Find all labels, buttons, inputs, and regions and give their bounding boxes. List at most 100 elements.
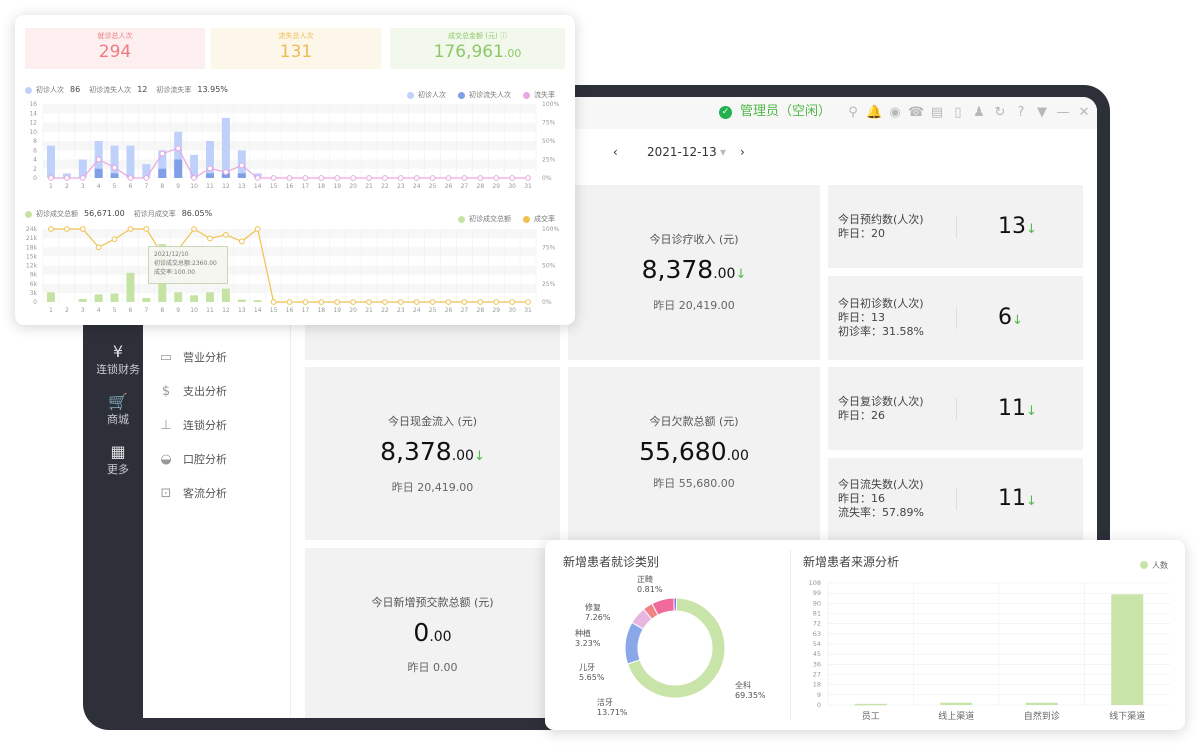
x-tick-label: 19 xyxy=(333,307,341,314)
close-icon[interactable]: ✕ xyxy=(1078,105,1090,120)
user-status[interactable]: ✓ 管理员（空闲） xyxy=(719,103,831,121)
x-tick-label: 22 xyxy=(381,183,389,190)
legend-marker xyxy=(523,215,530,223)
bell-icon[interactable]: 🔔 xyxy=(866,105,882,120)
legend-label: 人数 xyxy=(1152,560,1168,570)
rate-point xyxy=(238,162,245,169)
bar-lost xyxy=(174,159,183,178)
bar-main xyxy=(253,300,262,302)
sub-oral-analysis[interactable]: ◒ 口腔分析 xyxy=(159,452,227,468)
card-prepayment: 今日新增预交款总额 (元) 0.00 昨日 0.00 xyxy=(305,548,560,718)
rate-point xyxy=(207,165,213,172)
help-icon[interactable]: ? xyxy=(1017,105,1025,120)
x-tick-label: 13 xyxy=(238,183,246,190)
sim-icon[interactable]: ▤ xyxy=(930,105,944,120)
rate-point xyxy=(366,299,372,305)
bar-title: 新增患者来源分析 xyxy=(803,555,900,569)
rate-point xyxy=(461,299,468,305)
next-date-button[interactable]: › xyxy=(740,145,745,159)
source-bar xyxy=(1111,594,1144,705)
grid-band xyxy=(43,283,536,293)
bar-main xyxy=(174,131,183,178)
bar-lost xyxy=(158,168,167,178)
monitor-icon: ▭ xyxy=(159,350,173,365)
source-bar xyxy=(940,702,973,705)
x-tick-label: 27 xyxy=(461,183,469,190)
date-dropdown-icon[interactable]: ▾ xyxy=(720,145,727,159)
y-tick-label: 81 xyxy=(813,610,821,618)
donut-title: 新增患者就诊类别 xyxy=(563,555,660,569)
x-tick-label: 18 xyxy=(317,307,325,314)
bar-main xyxy=(46,145,55,178)
x-tick-label: 5 xyxy=(113,183,117,190)
x-tick-label: 13 xyxy=(238,307,246,314)
sub-revenue-analysis[interactable]: ▭ 营业分析 xyxy=(159,350,227,366)
stat-line: 昨日：16 xyxy=(838,492,885,505)
stat-line: 初诊率：31.58% xyxy=(838,325,924,338)
x-tick-label: 2 xyxy=(65,183,69,190)
rate-point xyxy=(429,299,436,305)
down-arrow-icon: ↓ xyxy=(1026,494,1037,509)
nav-more[interactable]: ▦ 更多 xyxy=(97,442,153,478)
rate-point xyxy=(302,175,309,181)
v: 294 xyxy=(98,42,132,62)
qq-icon[interactable]: ♟ xyxy=(973,105,985,120)
x-tick-label: 17 xyxy=(302,307,310,314)
slice-percent: 7.26% xyxy=(585,613,611,622)
tablet-icon[interactable]: ▯ xyxy=(954,105,962,120)
nav-mall[interactable]: 🛒 商城 xyxy=(97,392,153,428)
rate-point xyxy=(509,175,516,181)
status-check-icon: ✓ xyxy=(719,105,732,119)
date-picker[interactable]: 2021-12-13 xyxy=(647,145,717,159)
y-tick-label: 45 xyxy=(813,650,821,658)
webcam-icon[interactable]: ◉ xyxy=(889,105,901,120)
rate-point xyxy=(63,226,70,232)
person-scan-icon: ⊡ xyxy=(160,486,172,501)
nav-chain-finance[interactable]: ¥ 连锁财务 xyxy=(97,342,153,378)
y-tick-label: 99 xyxy=(813,589,821,597)
summary-first-deals: 初诊成交总额 56,671.00 初诊月成交率 86.05% xyxy=(25,209,217,219)
card-value: 8,378.00↓ xyxy=(641,255,747,284)
sub-expense-analysis[interactable]: $ 支出分析 xyxy=(159,384,227,400)
y-tick-label: 0 xyxy=(33,175,37,182)
donut-slice xyxy=(626,597,726,699)
card-label: 今日欠款总额 (元) xyxy=(649,415,739,428)
slice-label: 洁牙 xyxy=(597,697,613,707)
divider xyxy=(790,550,791,720)
rate-point xyxy=(397,299,404,305)
rate-point xyxy=(445,299,452,305)
y-tick-label: 3k xyxy=(30,290,38,297)
prev-date-button[interactable]: ‹ xyxy=(613,145,618,159)
nav-label: 连锁财务 xyxy=(97,363,140,376)
bar-main xyxy=(237,299,246,302)
search-icon[interactable]: ⚲ xyxy=(848,105,858,120)
stat-line: 今日预约数(人次) xyxy=(838,212,924,226)
y-tick-label: 108 xyxy=(809,579,821,587)
minimize-icon[interactable]: — xyxy=(1056,105,1070,120)
x-tick-label: 15 xyxy=(270,307,278,314)
bar-main xyxy=(190,295,199,302)
grid-band xyxy=(43,122,536,132)
x-tick-label: 17 xyxy=(302,183,310,190)
x-tick-label: 21 xyxy=(365,307,373,314)
bar-lost xyxy=(221,173,230,178)
refresh-icon[interactable]: ↻ xyxy=(994,105,1006,120)
x-tick-label: 25 xyxy=(429,307,437,314)
dropdown-icon[interactable]: ▼ xyxy=(1037,105,1047,120)
x-tick-label: 8 xyxy=(160,183,164,190)
card-label: 今日诊疗收入 (元) xyxy=(649,233,739,246)
phone-icon[interactable]: ☎ xyxy=(908,105,924,120)
new-patient-charts: 全科69.35%洁牙13.71%儿牙5.65%种植3.23%修复7.26%正畸0… xyxy=(575,560,1170,722)
sub-chain-analysis[interactable]: ⊥ 连锁分析 xyxy=(159,418,227,434)
bar-main xyxy=(221,117,230,178)
y-tick-label: 18 xyxy=(813,681,821,689)
card-label: 今日新增预交款总额 (元) xyxy=(371,596,494,609)
sub-traffic-analysis[interactable]: ⊡ 客流分析 xyxy=(159,486,227,502)
slice-percent: 0.81% xyxy=(637,585,663,594)
y2-tick-label: 75% xyxy=(542,244,556,251)
slice-percent: 69.35% xyxy=(735,691,766,700)
bar-main xyxy=(205,141,214,178)
dec: .00 xyxy=(503,47,522,60)
legend-marker xyxy=(458,215,465,223)
y-tick-label: 0 xyxy=(33,299,37,306)
